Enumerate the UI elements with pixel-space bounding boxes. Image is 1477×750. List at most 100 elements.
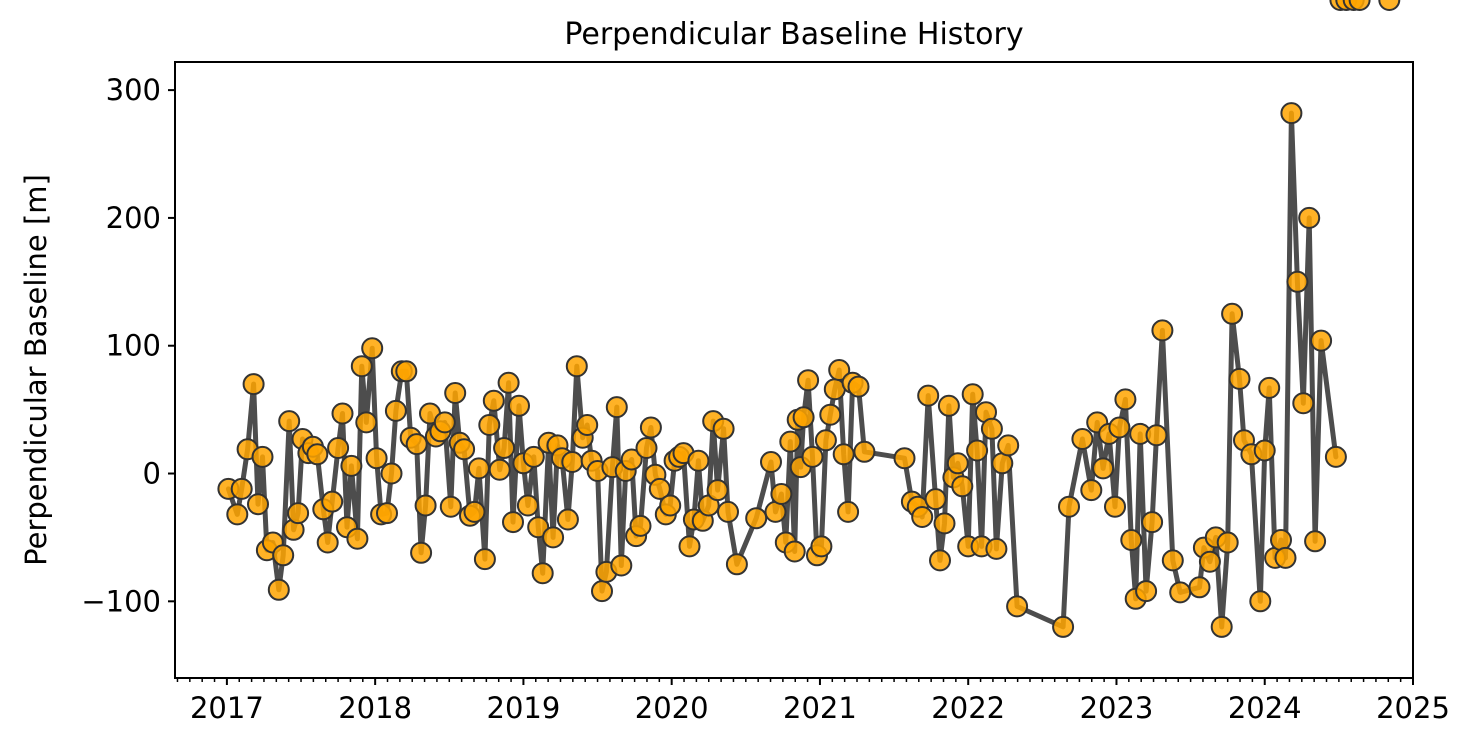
data-point xyxy=(556,508,579,531)
data-point xyxy=(706,479,729,502)
x-tick-label: 2021 xyxy=(783,691,857,725)
data-point xyxy=(576,414,599,436)
data-point xyxy=(1348,0,1371,11)
data-point xyxy=(463,500,486,523)
data-point xyxy=(832,443,855,466)
baseline-series-line xyxy=(225,110,1339,630)
data-point xyxy=(1228,367,1251,390)
data-point xyxy=(1141,511,1164,534)
data-point xyxy=(1135,580,1158,603)
data-point xyxy=(745,507,768,530)
data-point xyxy=(1092,457,1115,480)
data-point xyxy=(242,373,265,396)
data-point xyxy=(327,437,350,459)
data-point xyxy=(384,399,407,422)
data-point xyxy=(542,526,565,549)
data-point xyxy=(1210,615,1233,638)
data-point xyxy=(687,449,710,472)
data-point xyxy=(819,403,842,426)
data-point xyxy=(444,382,467,404)
data-point xyxy=(346,527,369,550)
data-point xyxy=(1292,392,1315,415)
data-point xyxy=(355,411,378,434)
data-point xyxy=(376,502,398,525)
data-point xyxy=(605,396,628,419)
data-point xyxy=(933,512,956,535)
data-point xyxy=(1151,319,1174,342)
data-point xyxy=(1280,102,1303,125)
chart-title: Perpendicular Baseline History xyxy=(564,17,1023,52)
data-point xyxy=(278,410,301,433)
data-point xyxy=(1258,376,1281,399)
data-point xyxy=(1378,0,1401,11)
data-point xyxy=(1298,206,1321,229)
data-point xyxy=(1006,595,1029,618)
data-point xyxy=(361,337,384,360)
x-tick-label: 2020 xyxy=(635,691,709,725)
data-point xyxy=(911,506,934,528)
data-point xyxy=(478,414,501,436)
data-point xyxy=(937,394,960,417)
data-point xyxy=(639,416,662,439)
data-point xyxy=(508,394,530,417)
data-point xyxy=(648,477,671,500)
data-point xyxy=(493,437,516,459)
y-tick-label: 300 xyxy=(106,73,161,107)
data-point xyxy=(272,544,295,567)
data-point xyxy=(1249,590,1272,613)
data-point xyxy=(770,483,793,505)
data-point xyxy=(797,369,820,392)
data-point xyxy=(287,502,310,525)
data-point xyxy=(410,541,433,564)
data-point xyxy=(316,531,339,554)
y-tick-label: 0 xyxy=(143,457,161,491)
data-point xyxy=(340,454,363,477)
data-point xyxy=(810,535,833,558)
plot-area xyxy=(217,0,1401,638)
data-point xyxy=(1304,530,1327,553)
data-point xyxy=(1274,546,1297,569)
data-point xyxy=(1114,388,1137,411)
data-point xyxy=(893,447,916,470)
data-point xyxy=(1104,495,1126,518)
data-point xyxy=(433,411,456,434)
data-point xyxy=(321,490,344,513)
data-point xyxy=(497,371,520,394)
data-point xyxy=(331,402,354,425)
data-point xyxy=(1286,270,1309,293)
data-point xyxy=(226,503,249,526)
data-point xyxy=(1221,302,1244,325)
data-point xyxy=(1052,615,1075,638)
data-point xyxy=(247,493,269,516)
data-point xyxy=(488,458,511,481)
data-point xyxy=(629,514,652,537)
data-point xyxy=(473,548,496,571)
data-point xyxy=(917,384,940,407)
data-point xyxy=(1270,529,1292,551)
data-point xyxy=(482,389,505,412)
data-point xyxy=(453,438,476,461)
data-point xyxy=(439,495,462,518)
data-point xyxy=(828,359,851,381)
y-axis-label: Perpendicular Baseline [m] xyxy=(19,174,53,566)
data-point xyxy=(847,375,870,398)
data-point xyxy=(924,488,947,511)
data-point xyxy=(985,537,1008,560)
data-point xyxy=(306,443,329,466)
data-point xyxy=(610,554,633,577)
y-tick-label: 100 xyxy=(106,329,161,363)
data-point xyxy=(405,433,428,456)
data-point xyxy=(620,448,643,471)
plot-frame xyxy=(174,61,1414,679)
x-tick-label: 2022 xyxy=(931,691,1005,725)
data-point xyxy=(980,417,1003,440)
data-point xyxy=(1145,424,1168,447)
data-point xyxy=(853,440,876,463)
x-tick-label: 2019 xyxy=(487,691,561,725)
data-point xyxy=(659,494,682,517)
data-point xyxy=(783,540,806,563)
data-point xyxy=(1216,531,1239,554)
data-point xyxy=(516,494,539,517)
x-tick-label: 2018 xyxy=(338,691,412,725)
